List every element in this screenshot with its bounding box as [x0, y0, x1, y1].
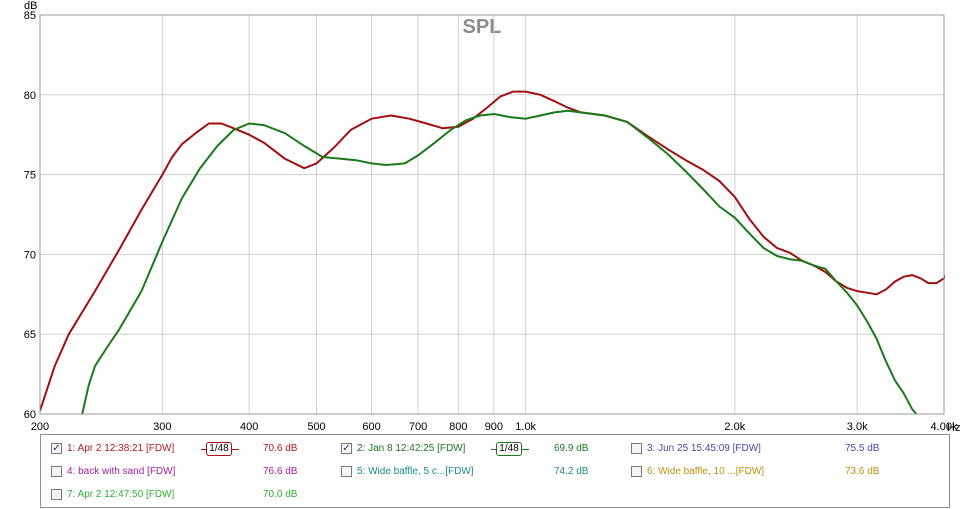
- legend-checkbox-7[interactable]: [51, 489, 62, 500]
- legend-label-4: 4: back with sand [FDW]: [67, 466, 176, 477]
- y-tick-labels: 60 65 70 75 80 85: [24, 10, 36, 421]
- legend-value-7: 70.0 dB: [263, 489, 298, 500]
- legend-checkbox-2[interactable]: ✓: [341, 443, 352, 454]
- legend-label-6: 6: Wide baffle, 10 ...[FDW]: [647, 466, 765, 477]
- legend-checkbox-3[interactable]: [631, 443, 642, 454]
- x-tick-label: 800: [449, 421, 467, 432]
- chart-title: SPL: [463, 16, 502, 38]
- y-tick-label: 65: [24, 329, 36, 341]
- x-tick-label: 400: [240, 421, 258, 432]
- legend-value-1: 70.6 dB: [263, 443, 298, 454]
- x-tick-label: 600: [362, 421, 380, 432]
- plot-frame: [39, 14, 945, 415]
- grid-lines: [40, 15, 944, 414]
- smoothing-badge-1: 1/48: [206, 442, 232, 456]
- legend-label-2: 2: Jan 8 12:42:25 [FDW]: [357, 443, 466, 454]
- smoothing-badge-2: 1/48: [496, 442, 522, 456]
- legend-label-5: 5: Wide baffle, 5 c...[FDW]: [357, 466, 474, 477]
- x-tick-label: 4.00k: [931, 421, 958, 432]
- y-tick-label: 85: [24, 10, 36, 22]
- legend-label-1: 1: Apr 2 12:38:21 [FDW]: [67, 443, 175, 454]
- x-tick-label: 300: [153, 421, 171, 432]
- legend-checkbox-5[interactable]: [341, 466, 352, 477]
- x-axis-unit: Hz: [947, 422, 960, 432]
- legend-value-5: 74.2 dB: [554, 466, 589, 477]
- x-tick-label: 900: [485, 421, 503, 432]
- legend-label-3: 3: Jun 25 15:45:09 [FDW]: [647, 443, 761, 454]
- y-tick-label: 75: [24, 170, 36, 182]
- x-tick-label: 3.0k: [847, 421, 868, 432]
- legend-checkbox-1[interactable]: ✓: [51, 443, 62, 454]
- y-tick-label: 80: [24, 90, 36, 102]
- y-axis-unit: dB: [24, 0, 37, 12]
- series-line-2: [81, 109, 918, 414]
- legend-label-7: 7: Apr 2 12:47:50 [FDW]: [67, 489, 175, 500]
- x-tick-label: 500: [307, 421, 325, 432]
- series-line-1: [40, 90, 945, 412]
- x-tick-label: 200: [31, 421, 49, 432]
- legend-value-4: 76.6 dB: [263, 466, 298, 477]
- legend-checkbox-6[interactable]: [631, 466, 642, 477]
- legend-value-3: 75.5 dB: [845, 443, 880, 454]
- x-tick-label: 700: [409, 421, 427, 432]
- legend-value-6: 73.6 dB: [845, 466, 880, 477]
- y-tick-label: 70: [24, 249, 36, 261]
- x-tick-label: 2.0k: [724, 421, 745, 432]
- x-tick-labels: 200 300 400 500 600 700 800 900 1.0k 2.0k 3.0k 4.00…: [31, 421, 958, 432]
- legend-value-2: 69.9 dB: [554, 443, 589, 454]
- spl-chart: SPL dB Hz 60 65 70 75 80 85 200 300 400 500 600 70…: [24, 0, 961, 432]
- legend-checkbox-4[interactable]: [51, 466, 62, 477]
- y-tick-label: 60: [24, 409, 36, 421]
- legend-panel: ✓ 1: Apr 2 12:38:21 [FDW] 1/48 70.6 dB ✓…: [40, 434, 950, 508]
- series-lines: [40, 90, 945, 414]
- x-tick-label: 1.0k: [515, 421, 536, 432]
